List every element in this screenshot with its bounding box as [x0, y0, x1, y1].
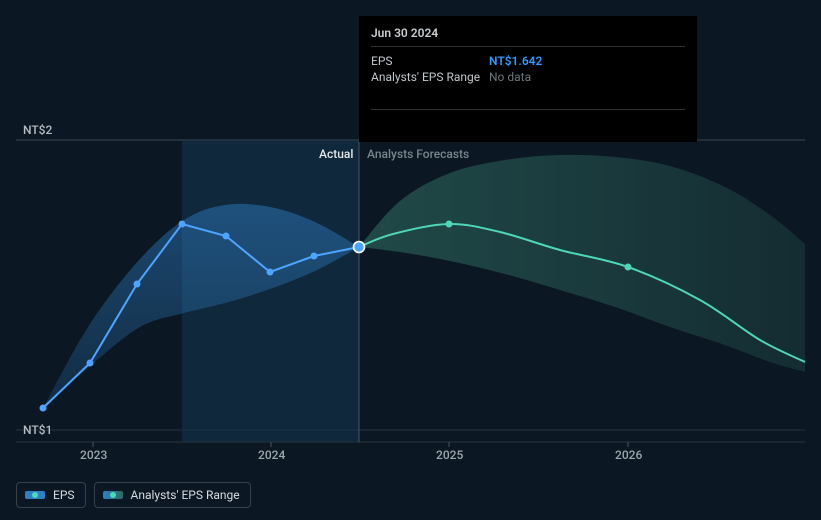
legend-label: EPS [53, 488, 75, 502]
legend-swatch [25, 491, 45, 499]
eps-chart: NT$2 NT$1 2023 2024 2025 2026 Actual Ana… [0, 0, 821, 520]
tooltip-date: Jun 30 2024 [371, 26, 685, 40]
legend-dot-icon [32, 492, 38, 498]
section-label-forecasts: Analysts Forecasts [367, 147, 469, 161]
legend-swatch [103, 491, 123, 499]
y-tick-label: NT$2 [23, 123, 52, 137]
x-tick-label: 2026 [615, 448, 642, 462]
legend: EPS Analysts' EPS Range [16, 482, 251, 508]
tooltip-value-nodata: No data [489, 69, 685, 85]
legend-item-range[interactable]: Analysts' EPS Range [94, 482, 251, 508]
legend-dot-icon [110, 492, 116, 498]
tooltip-key: EPS [371, 53, 489, 69]
x-tick-label: 2025 [436, 448, 463, 462]
legend-label: Analysts' EPS Range [131, 488, 240, 502]
x-tick-label: 2023 [80, 448, 107, 462]
section-label-actual: Actual [319, 147, 353, 161]
tooltip-key: Analysts' EPS Range [371, 69, 489, 85]
legend-item-eps[interactable]: EPS [16, 482, 86, 508]
tooltip-value-eps: NT$1.642 [489, 53, 685, 69]
y-tick-label: NT$1 [23, 423, 52, 437]
x-tick-label: 2024 [258, 448, 285, 462]
tooltip: Jun 30 2024 EPS NT$1.642 Analysts' EPS R… [359, 16, 697, 142]
